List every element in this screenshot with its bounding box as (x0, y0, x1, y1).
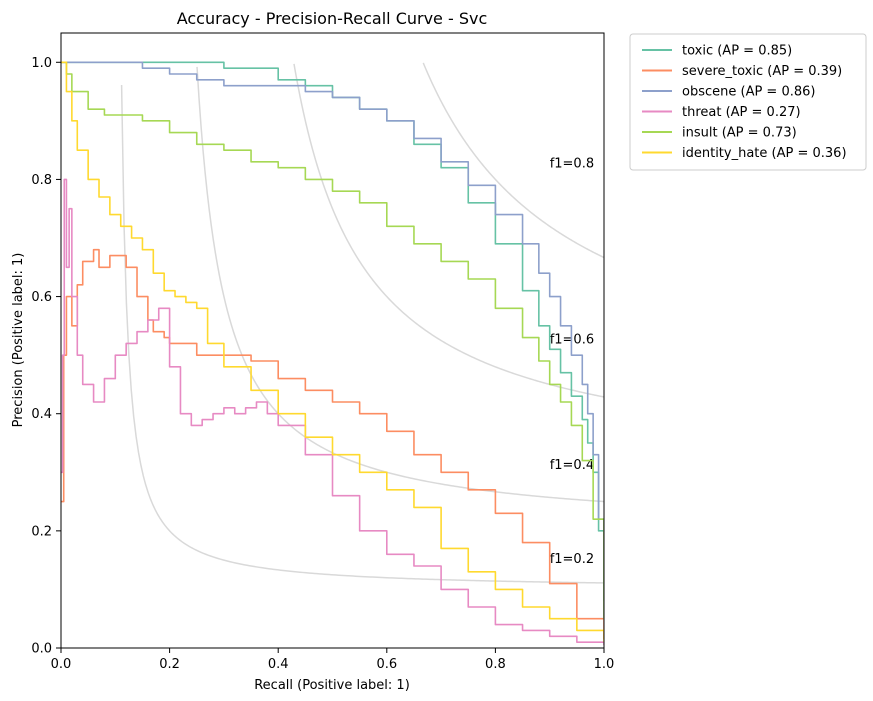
y-tick-label: 0.8 (31, 173, 52, 188)
y-tick-label: 0.6 (31, 290, 52, 305)
x-tick-label: 0.0 (51, 657, 72, 672)
x-axis: 0.0 0.2 0.4 0.6 0.8 1.0 (51, 648, 615, 672)
iso-f1-label: f1=0.4 (550, 458, 594, 473)
legend-entry: severe_toxic (AP = 0.39) (682, 64, 842, 79)
plot-frame (60, 32, 605, 649)
x-tick-label: 0.2 (159, 657, 180, 672)
y-tick-label: 1.0 (31, 56, 52, 71)
legend-entry: toxic (AP = 0.85) (682, 44, 792, 59)
iso-f1-curve (422, 62, 604, 259)
legend-entry: identity_hate (AP = 0.36) (682, 146, 847, 161)
iso-f1-labels: f1=0.2f1=0.4f1=0.6f1=0.8 (550, 157, 594, 567)
iso-f1-label: f1=0.2 (550, 552, 594, 567)
x-axis-title: Recall (Positive label: 1) (254, 678, 410, 693)
series-lines (61, 61, 604, 646)
iso-f1-curve (196, 66, 604, 503)
series-line (61, 61, 604, 602)
iso-f1-label: f1=0.8 (550, 157, 594, 172)
y-tick-label: 0.2 (31, 524, 52, 539)
y-tick-label: 0.4 (31, 407, 52, 422)
x-tick-label: 0.8 (485, 657, 506, 672)
y-axis-title: Precision (Positive label: 1) (11, 253, 26, 428)
plot-area: f1=0.2f1=0.4f1=0.6f1=0.8 (60, 32, 605, 649)
x-tick-label: 1.0 (594, 657, 615, 672)
y-tick-label: 0.0 (31, 642, 52, 657)
series-line (61, 178, 604, 646)
legend-entry: insult (AP = 0.73) (682, 126, 797, 141)
y-axis: 0.0 0.2 0.4 0.6 0.8 1.0 (31, 56, 61, 657)
series-line (61, 61, 604, 619)
series-line (61, 61, 604, 619)
legend-entry: threat (AP = 0.27) (682, 105, 801, 120)
iso-f1-curve (120, 84, 604, 584)
chart-title: Accuracy - Precision-Recall Curve - Svc (177, 9, 488, 28)
x-tick-label: 0.4 (268, 657, 289, 672)
x-tick-label: 0.6 (376, 657, 397, 672)
iso-f1-curves (120, 62, 604, 584)
series-line (61, 248, 604, 640)
legend-entry: obscene (AP = 0.86) (682, 85, 815, 100)
legend-box (629, 33, 867, 171)
series-line (61, 61, 604, 643)
legend: toxic (AP = 0.85) severe_toxic (AP = 0.39… (629, 33, 867, 171)
